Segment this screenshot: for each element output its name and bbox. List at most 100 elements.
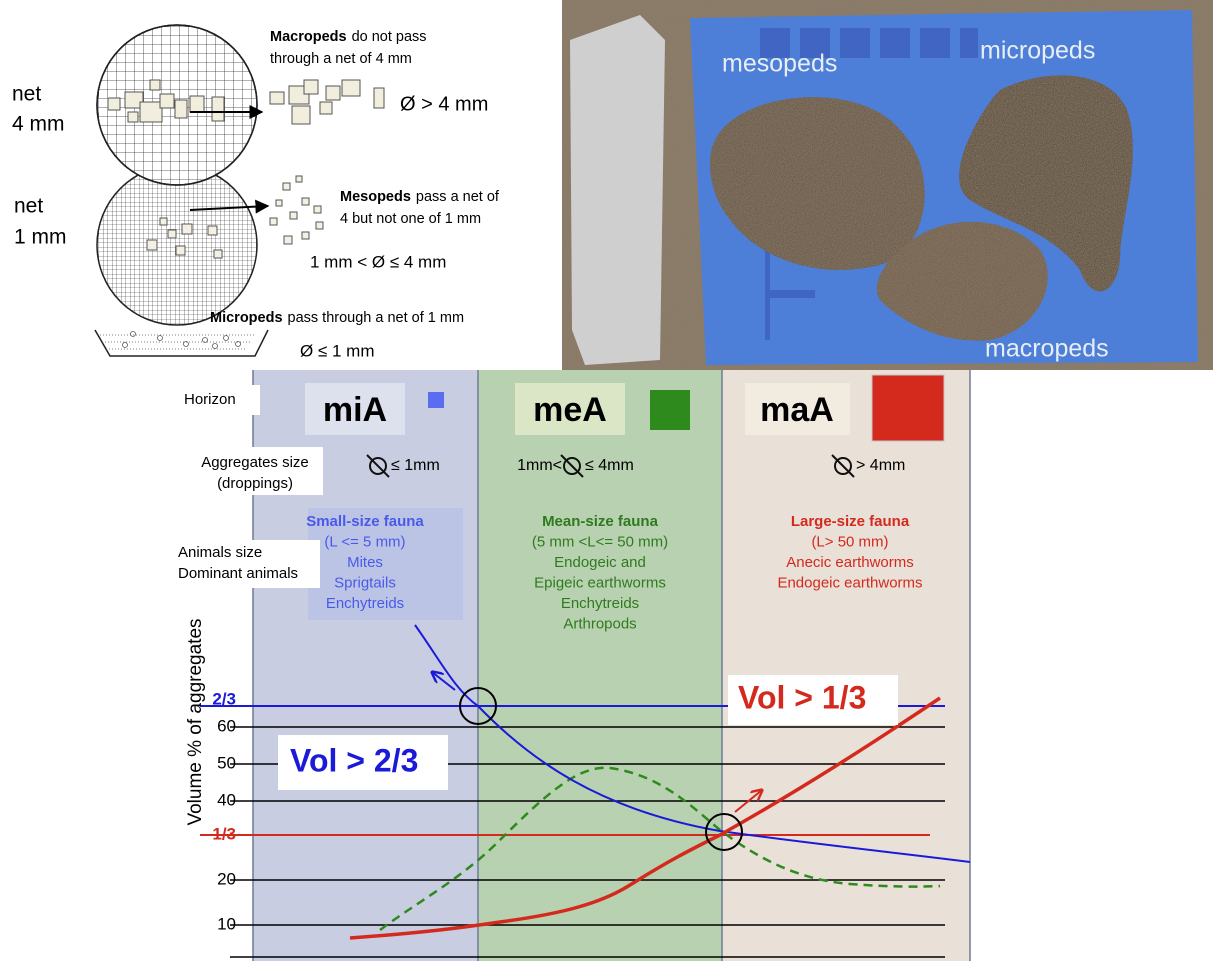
y-tick-label: 1/3: [212, 824, 236, 843]
maa-swatch: [871, 374, 945, 442]
label-bg: [170, 385, 260, 415]
photo-label: mesopeds: [722, 50, 837, 78]
micro-curve: [414, 624, 971, 863]
header-bg: [745, 383, 850, 435]
size-text: ≤ 1mm: [391, 457, 440, 474]
circle: [834, 457, 852, 475]
mesopeds-desc: 4 but not one of 1 mm: [340, 211, 481, 227]
fauna-line: Small-size fauna: [306, 513, 424, 530]
fauna-line: Enchytreids: [561, 595, 639, 612]
size-label: Ø > 4 mm: [400, 93, 488, 115]
fauna-line: Mean-size fauna: [542, 513, 659, 530]
fauna-line: Mites: [347, 554, 383, 571]
arrow: [734, 790, 762, 813]
micro-aggregates: [100, 331, 255, 350]
fauna-line: Anecic earthworms: [786, 554, 914, 571]
fauna-line: Endogeic earthworms: [777, 574, 922, 591]
slash: [366, 454, 390, 478]
fauna-line: Arthropods: [563, 615, 636, 632]
photo-label: micropeds: [980, 37, 1095, 65]
micropeds-pile: [959, 75, 1133, 292]
size-label: 1 mm < Ø ≤ 4 mm: [310, 252, 446, 271]
mea-panel: [478, 370, 722, 961]
meso-aggregates: [146, 175, 324, 259]
header-bg: [305, 383, 405, 435]
header-bg: [515, 383, 625, 435]
horizon-name: maA: [760, 391, 834, 429]
paper: [570, 15, 665, 365]
size-text: ≤ 4mm: [585, 457, 634, 474]
annotation-bg: [278, 735, 448, 790]
fauna-line: Endogeic and: [554, 554, 646, 571]
mia-swatch: [428, 392, 444, 408]
horizon-name: miA: [323, 391, 387, 429]
row-label: Aggregates size: [201, 454, 309, 471]
row-label: Dominant animals: [178, 565, 298, 582]
size-symbol: [366, 454, 390, 478]
fauna-line: Large-size fauna: [791, 513, 910, 530]
size-prefix: 1mm<: [517, 457, 562, 474]
row-label: (droppings): [217, 475, 293, 492]
intersection: [705, 813, 743, 851]
arrow: [432, 672, 456, 691]
annotation-bg: [728, 675, 898, 725]
macropeds-desc: through a net of 4 mm: [270, 51, 412, 67]
size-label: Ø ≤ 1 mm: [300, 341, 375, 360]
slash: [831, 454, 855, 478]
fauna-line: Enchytreids: [326, 595, 404, 612]
row-label: Animals size: [178, 544, 262, 561]
photo: mesopeds micropeds macropeds: [562, 0, 1213, 370]
size-symbol: [831, 454, 855, 478]
term: Macropeds: [270, 29, 347, 45]
y-axis-label: Volume % of aggregates: [185, 618, 206, 825]
label-bg: [183, 447, 323, 495]
term: Micropeds: [210, 310, 283, 326]
macropeds-desc: Macropeds do not pass: [270, 29, 427, 45]
size-text: > 4mm: [856, 457, 905, 474]
mesopeds-pile: [710, 97, 925, 270]
term: Mesopeds: [340, 189, 411, 205]
horizon-name: meA: [533, 391, 607, 429]
fauna-chart: Horizon Aggregates size (droppings) Anim…: [170, 370, 971, 961]
tray: [94, 329, 269, 357]
row-label: Horizon: [184, 391, 236, 408]
text: do not pass: [352, 29, 427, 45]
net-label: 1 mm: [14, 226, 67, 249]
fauna-line: (L> 50 mm): [811, 533, 888, 550]
fauna-line: (5 mm <L<= 50 mm): [532, 533, 668, 550]
macro-curve: [349, 696, 941, 940]
micropeds-desc: Micropeds pass through a net of 1 mm: [210, 310, 464, 326]
fauna-line: Epigeic earthworms: [534, 574, 666, 591]
y-tick-label: 2/3: [212, 689, 236, 708]
net-label: 4 mm: [12, 113, 65, 136]
mesopeds-desc: Mesopeds pass a net of: [340, 189, 500, 205]
photo-label: macropeds: [985, 335, 1109, 363]
board-marks: [760, 28, 978, 340]
net-label: net: [14, 195, 43, 218]
text: pass through a net of 1 mm: [288, 310, 465, 326]
size-symbol: [560, 454, 584, 478]
y-tick-label: 50: [217, 753, 236, 772]
y-tick-label: 60: [217, 716, 236, 735]
text: pass a net of: [416, 189, 500, 205]
net-label: net: [12, 83, 41, 106]
intersection: [459, 687, 497, 725]
y-tick-label: 10: [217, 914, 236, 933]
annotation: Vol > 1/3: [738, 679, 866, 715]
annotation: Vol > 2/3: [290, 742, 418, 778]
y-tick-label: 40: [217, 790, 236, 809]
mea-swatch: [650, 390, 690, 430]
label-bg: [170, 540, 320, 588]
fauna-line: (L <= 5 mm): [324, 533, 405, 550]
meso-curve: [379, 766, 941, 932]
fauna-bg: [308, 508, 463, 620]
circle: [563, 457, 581, 475]
fauna-line: Sprigtails: [334, 574, 396, 591]
macropeds-pile: [876, 221, 1048, 341]
slash: [560, 454, 584, 478]
sieve-1mm: [96, 164, 258, 326]
sieve-diagram: net 4 mm net 1 mm Macropeds do not pass t…: [12, 24, 500, 360]
macro-aggregates: [107, 79, 385, 125]
circle: [369, 457, 387, 475]
